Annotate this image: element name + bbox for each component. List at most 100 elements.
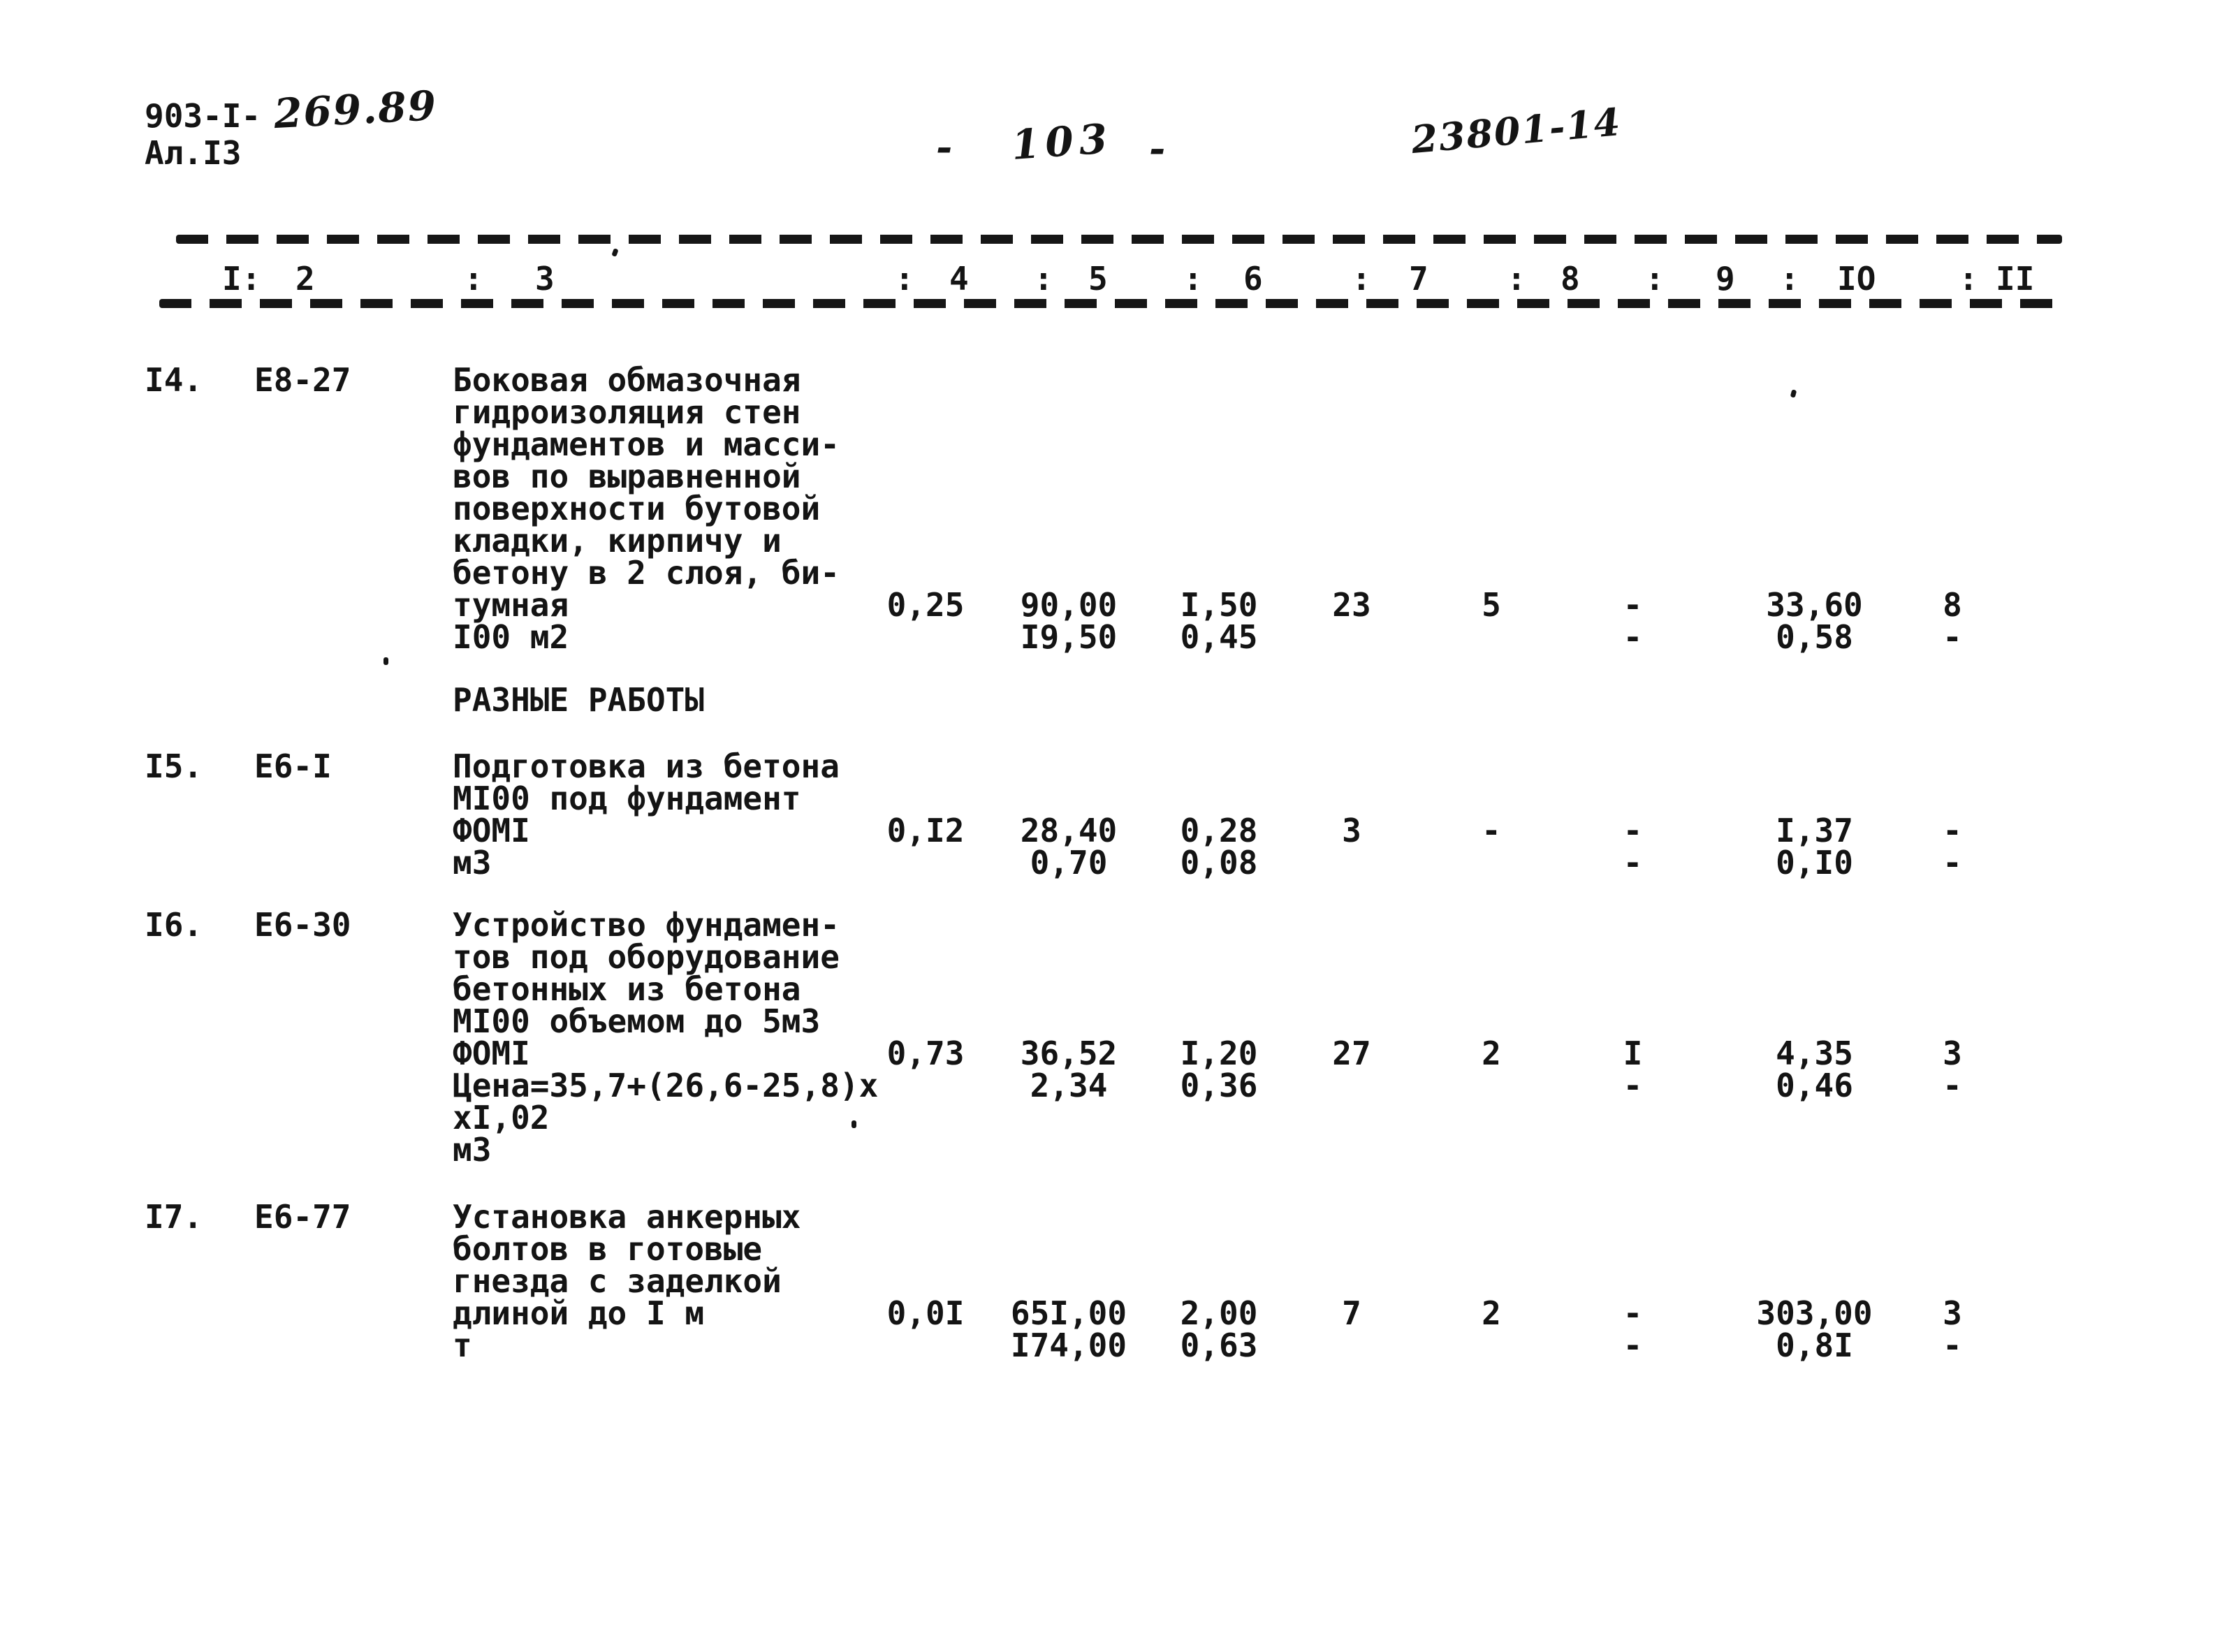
row-desc-line: тумная [453, 586, 569, 624]
cell-col9-2: - [1623, 844, 1643, 882]
stamp-number: 23801-14 [1409, 98, 1623, 163]
cell-col8: 5 [1482, 586, 1501, 624]
cell-col7: 3 [1342, 812, 1361, 849]
column-header-10: IO [1837, 260, 1876, 298]
section-title: РАЗНЫЕ РАБОТЫ [453, 681, 705, 719]
cell-unit-cost: 36,52 [1020, 1035, 1118, 1072]
cell-col11-2: - [1943, 844, 1962, 882]
cell-total: I,37 [1776, 812, 1853, 849]
row-desc-line: гидроизоляция стен [453, 393, 801, 431]
cell-unit-cost-2: 0,70 [1030, 844, 1108, 882]
cell-col9-2: - [1623, 1326, 1643, 1364]
cell-col8: 2 [1482, 1294, 1501, 1332]
cell-total-2: 0,8I [1776, 1326, 1853, 1364]
cell-col11-2: - [1943, 1067, 1962, 1104]
row-desc-line: МI00 под фундамент [453, 780, 801, 817]
cell-col11: 3 [1943, 1035, 1962, 1072]
column-header-9: 9 [1716, 260, 1735, 298]
scan-speck [1790, 389, 1797, 398]
cell-unit-cost: 90,00 [1020, 586, 1118, 624]
column-header-3: 3 [535, 260, 555, 298]
row-desc-line: бетонных из бетона [453, 970, 801, 1008]
row-unit: м3 [453, 844, 492, 882]
row-code: Е8-27 [254, 361, 351, 399]
cell-col11: 8 [1943, 586, 1962, 624]
row-desc-line: Установка анкерных [453, 1198, 801, 1236]
doc-code: 903-I- [145, 97, 261, 135]
column-header-4: 4 [949, 260, 969, 298]
column-header-2: 2 [295, 260, 315, 298]
page-number: 103 [1009, 115, 1115, 169]
column-header-1: I: [222, 260, 261, 298]
cell-col9: I [1623, 1035, 1643, 1072]
column-header-6: 6 [1243, 260, 1263, 298]
cell-total-2: 0,46 [1776, 1067, 1853, 1104]
cell-total-2: 0,58 [1776, 618, 1853, 656]
cell-col7: 27 [1332, 1035, 1371, 1072]
cell-total-2: 0,I0 [1776, 844, 1853, 882]
cell-quantity: 0,25 [886, 586, 965, 624]
row-number: I6. [145, 906, 203, 944]
cell-total: 303,00 [1756, 1294, 1873, 1332]
column-header-7: 7 [1409, 260, 1428, 298]
row-desc-line: Подготовка из бетона [453, 747, 840, 785]
cell-labor-2: 0,08 [1180, 844, 1258, 882]
row-desc-line: Устройство фундамен- [453, 906, 840, 944]
column-separator: : [1352, 260, 1371, 298]
row-desc-line: Боковая обмазочная [453, 361, 801, 399]
row-code: Е6-I [254, 747, 332, 785]
cell-quantity: 0,0I [886, 1294, 965, 1332]
row-desc-line: болтов в готовые [453, 1230, 763, 1268]
column-separator: : [1183, 260, 1203, 298]
cell-unit-cost-2: 2,34 [1030, 1067, 1108, 1104]
cell-unit-cost-2: I9,50 [1020, 618, 1118, 656]
column-separator: : [895, 260, 914, 298]
cell-quantity: 0,73 [886, 1035, 965, 1072]
row-desc-line: МI00 объемом до 5м3 [453, 1002, 821, 1040]
cell-col8: - [1482, 812, 1501, 849]
dashed-rule-top [176, 235, 2062, 244]
cell-col11: 3 [1943, 1294, 1962, 1332]
cell-col9-2: - [1623, 618, 1643, 656]
cell-col7: 7 [1342, 1294, 1361, 1332]
scan-speck [383, 657, 388, 665]
row-number: I4. [145, 361, 203, 399]
column-header-5: 5 [1088, 260, 1108, 298]
page-number-dash-right: - [1149, 126, 1167, 172]
cell-col11-2: - [1943, 618, 1962, 656]
cell-col9: - [1623, 1294, 1643, 1332]
row-unit: I00 м2 [453, 618, 569, 656]
cell-quantity: 0,I2 [886, 812, 965, 849]
dashed-rule-bottom [159, 299, 2069, 308]
cell-total: 4,35 [1776, 1035, 1853, 1072]
cell-unit-cost: 65I,00 [1010, 1294, 1127, 1332]
row-price-formula: хI,02 [453, 1099, 550, 1136]
row-number: I7. [145, 1198, 203, 1236]
cell-unit-cost-2: I74,00 [1010, 1326, 1127, 1364]
cell-labor: I,20 [1180, 1035, 1258, 1072]
sheet-number: Ал.I3 [145, 134, 242, 172]
cell-labor-2: 0,63 [1180, 1326, 1258, 1364]
cell-col9-2: - [1623, 1067, 1643, 1104]
cell-col9: - [1623, 812, 1643, 849]
column-separator: : [1645, 260, 1665, 298]
cell-col11: - [1943, 812, 1962, 849]
cell-col7: 23 [1332, 586, 1371, 624]
cell-labor: 2,00 [1180, 1294, 1258, 1332]
cell-labor-2: 0,36 [1180, 1067, 1258, 1104]
column-separator: : [1507, 260, 1526, 298]
column-separator: : [1959, 260, 1978, 298]
column-header-11: II [1996, 260, 2035, 298]
cell-labor: I,50 [1180, 586, 1258, 624]
cell-col11-2: - [1943, 1326, 1962, 1364]
cell-labor-2: 0,45 [1180, 618, 1258, 656]
column-separator: : [1034, 260, 1053, 298]
cell-col8: 2 [1482, 1035, 1501, 1072]
column-separator: : [464, 260, 483, 298]
cell-col9: - [1623, 586, 1643, 624]
column-header-8: 8 [1561, 260, 1580, 298]
cell-total: 33,60 [1766, 586, 1863, 624]
column-separator: : [1780, 260, 1799, 298]
row-desc-line: поверхности бутовой [453, 490, 821, 527]
